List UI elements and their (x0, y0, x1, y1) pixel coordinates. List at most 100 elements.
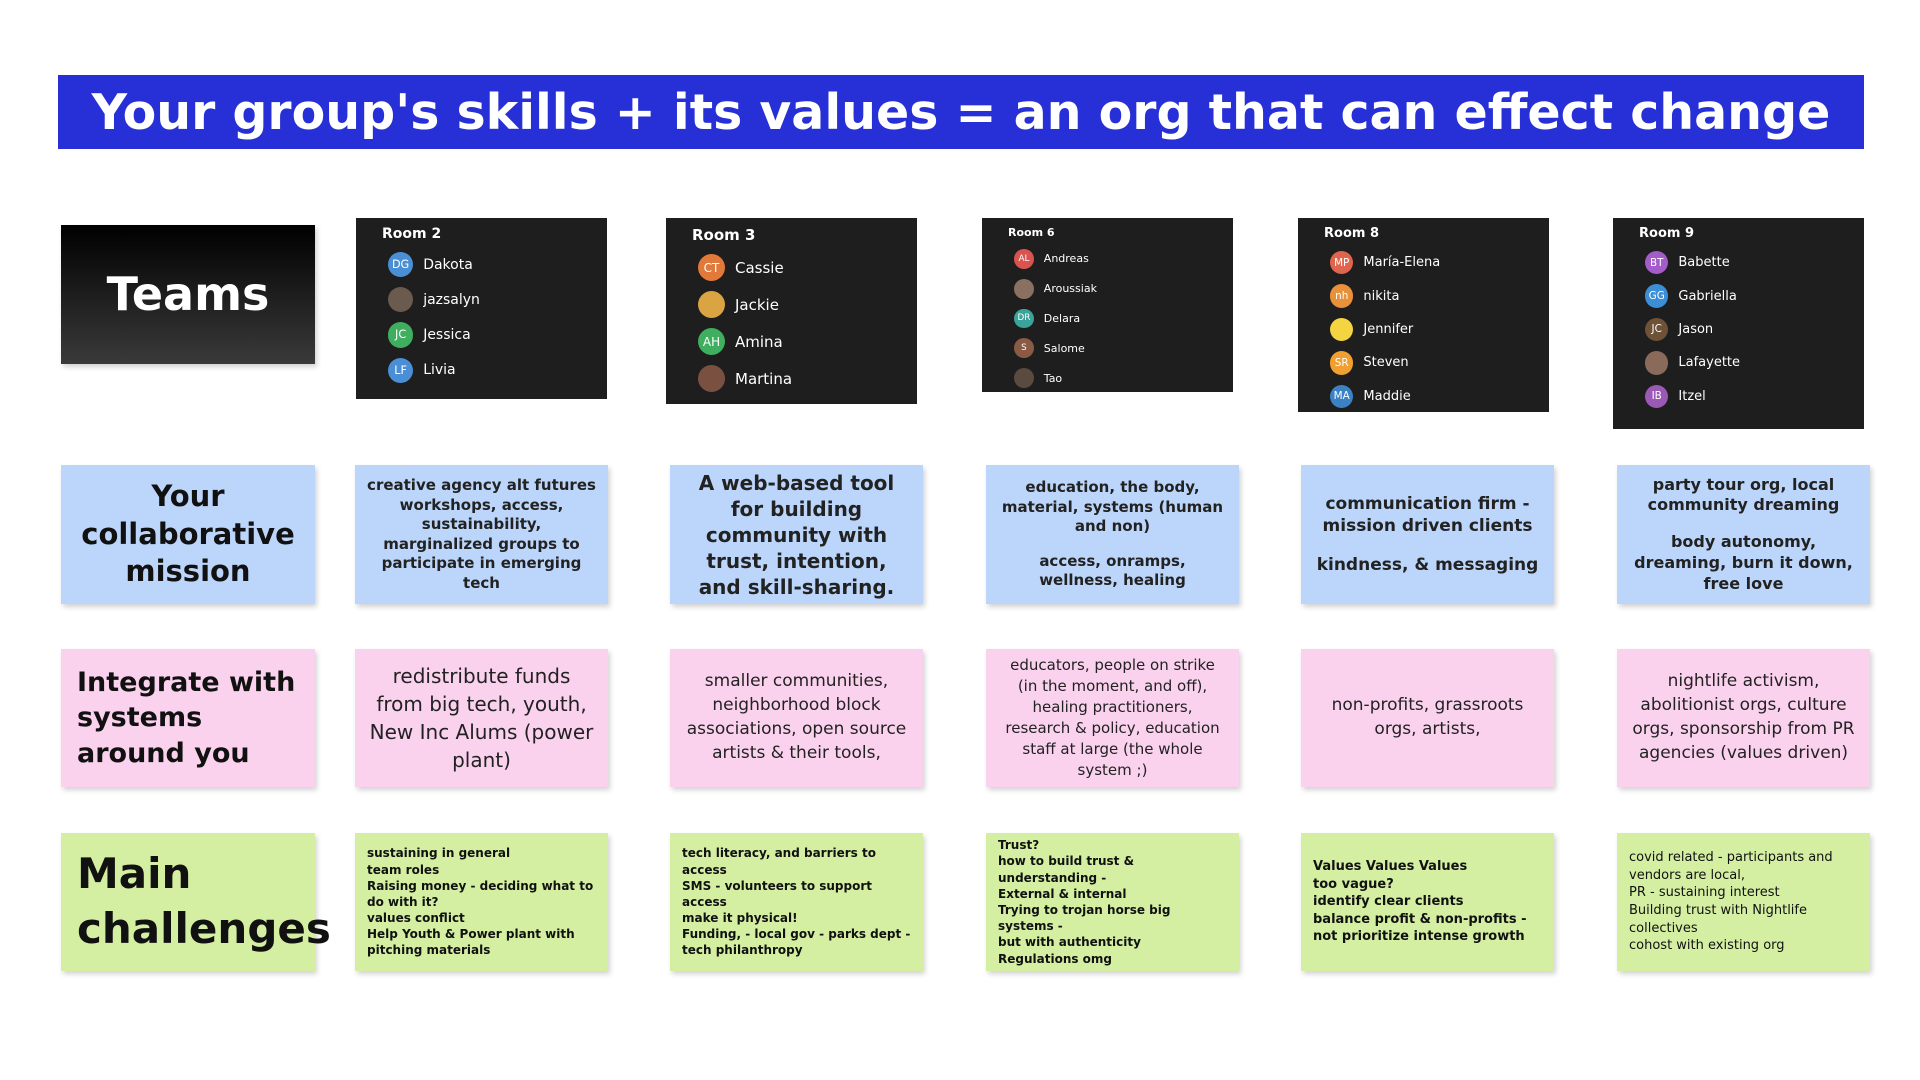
note-line: how to build trust & understanding - (998, 854, 1135, 885)
note-line: Help Youth & Power plant with pitching m… (367, 927, 575, 958)
member: JC Jason (1623, 317, 1854, 342)
note-paragraph: education, the body, material, systems (… (1001, 478, 1224, 536)
note-line: too vague? (1313, 876, 1394, 892)
member-name: Aroussiak (1043, 282, 1097, 296)
member-name: Salome (1043, 341, 1085, 355)
note-line: team roles (367, 862, 440, 877)
integrate-note: educators, people on strike (in the mome… (986, 649, 1239, 787)
member-name: María-Elena (1363, 255, 1441, 271)
member: AH Amina (676, 328, 907, 355)
note-line: External & internal (998, 886, 1127, 901)
avatar: nh (1330, 284, 1354, 308)
member-name: Livia (423, 362, 456, 379)
mission-note: creative agency alt futures workshops, a… (355, 465, 608, 604)
avatar: AL (1014, 249, 1034, 269)
integrate-note: smaller communities, neighborhood block … (670, 649, 923, 787)
member-name: Itzel (1678, 388, 1706, 404)
note-line: Raising money - deciding what to do with… (367, 878, 594, 909)
member-name: Dakota (423, 256, 473, 273)
avatar: JC (1645, 317, 1669, 342)
note-line: Funding, - local gov - parks dept - tech… (682, 927, 911, 958)
banner-title: Your group's skills + its values = an or… (58, 75, 1864, 149)
member-name: Jennifer (1363, 321, 1414, 337)
note-paragraph: A web-based tool for building community … (698, 470, 895, 599)
challenges-note: Trust? how to build trust & understanding… (986, 833, 1239, 971)
member: DR Delara (992, 308, 1223, 329)
avatar: JC (388, 322, 414, 348)
integrate-note: nightlife activism, abolitionist orgs, c… (1617, 649, 1870, 787)
mission-note: communication firm - mission driven clie… (1301, 465, 1554, 604)
member: IB Itzel (1623, 384, 1854, 408)
avatar: MA (1330, 384, 1354, 408)
member: LF Livia (366, 357, 597, 383)
row-label: Integrate with systems around you (61, 649, 315, 787)
member-name: Lafayette (1678, 355, 1741, 371)
member: JC Jessica (366, 322, 597, 348)
avatar (698, 291, 725, 318)
avatar (1330, 317, 1354, 342)
avatar: DR (1014, 308, 1034, 329)
member-name: Andreas (1043, 252, 1089, 266)
note-line: Building trust with Nightlife collective… (1629, 903, 1807, 936)
note-line: SMS - volunteers to support access (682, 878, 873, 909)
member: S Salome (992, 338, 1223, 359)
breakout-room: Room 6 AL Andreas Aroussiak DR Delara S Salome T… (982, 218, 1233, 392)
avatar (698, 365, 725, 392)
avatar: DG (388, 252, 414, 278)
integrate-note: redistribute funds from big tech, youth,… (355, 649, 608, 787)
note-paragraph: creative agency alt futures workshops, a… (367, 476, 596, 592)
note-line: covid related - participants and vendors… (1629, 850, 1833, 883)
note-line: sustaining in general (367, 846, 511, 861)
room-name: Room 3 (692, 226, 756, 244)
member: SR Steven (1308, 351, 1539, 375)
challenges-note: covid related - participants and vendors… (1617, 833, 1870, 971)
member-name: Martina (735, 369, 793, 388)
challenges-note: tech literacy, and barriers to access SMS… (670, 833, 923, 971)
member-name: Steven (1363, 355, 1409, 371)
avatar: LF (388, 357, 414, 383)
member: Martina (676, 365, 907, 392)
member-name: Tao (1043, 371, 1063, 385)
member: MP María-Elena (1308, 251, 1539, 275)
member-name: Babette (1678, 255, 1730, 271)
avatar: AH (698, 328, 725, 355)
room-name: Room 6 (1008, 226, 1055, 239)
member: Aroussiak (992, 278, 1223, 299)
member: DG Dakota (366, 252, 597, 278)
avatar: CT (698, 254, 725, 281)
member-name: Maddie (1363, 388, 1411, 404)
member-name: nikita (1363, 288, 1400, 304)
avatar: BT (1645, 251, 1669, 275)
avatar (1014, 278, 1034, 299)
note-paragraph: access, onramps, wellness, healing (1039, 551, 1186, 590)
note-paragraph: party tour org, local community dreaming (1647, 474, 1840, 515)
member-name: jazsalyn (423, 291, 480, 308)
row-label: Main challenges (61, 833, 331, 971)
member: CT Cassie (676, 254, 907, 281)
mission-note: education, the body, material, systems (… (986, 465, 1239, 604)
room-name: Room 9 (1639, 226, 1694, 241)
avatar (1014, 368, 1034, 388)
row-label: Your collaborative mission (61, 465, 315, 604)
avatar: SR (1330, 351, 1354, 375)
member: AL Andreas (992, 249, 1223, 269)
note-line: PR - sustaining interest (1629, 885, 1780, 901)
member: MA Maddie (1308, 384, 1539, 408)
row-label: Teams (61, 225, 315, 364)
breakout-room: Room 2 DG Dakota jazsalyn JC Jessica LF Livia (356, 218, 607, 399)
note-line: Trying to trojan horse big systems - (998, 903, 1171, 934)
member-name: Gabriella (1678, 288, 1737, 304)
avatar (388, 287, 414, 313)
member: Jackie (676, 291, 907, 318)
note-paragraph: body autonomy, dreaming, burn it down, f… (1634, 532, 1853, 593)
member-name: Delara (1043, 311, 1081, 325)
breakout-room: Room 8 MP María-Elena nh nikita Jennifer SR Ste… (1298, 218, 1549, 412)
avatar: MP (1330, 251, 1354, 275)
room-name: Room 8 (1324, 226, 1379, 241)
avatar: IB (1645, 384, 1669, 408)
note-line: Trust? (998, 838, 1040, 853)
member: Jennifer (1308, 317, 1539, 342)
room-name: Room 2 (382, 226, 442, 242)
note-line: values conflict (367, 911, 465, 926)
